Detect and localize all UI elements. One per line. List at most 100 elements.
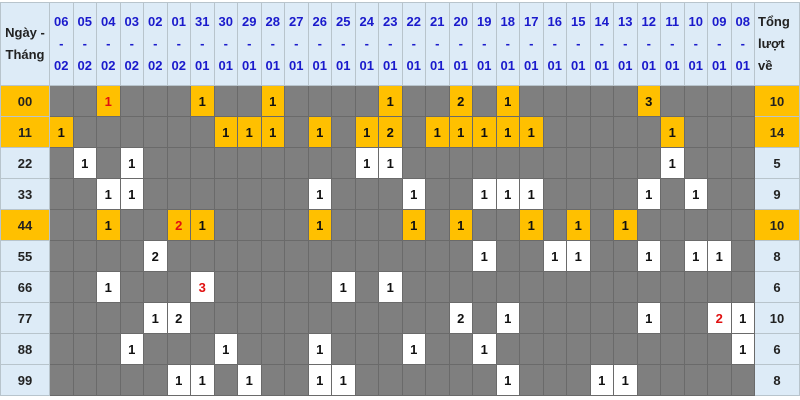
empty-cell xyxy=(707,85,732,117)
empty-cell xyxy=(284,302,309,334)
hit-count-cell: 1 xyxy=(96,85,121,117)
empty-cell xyxy=(143,116,168,148)
empty-cell xyxy=(683,364,708,396)
date-column-header: 24 - 01 xyxy=(354,2,379,86)
date-day: 26 xyxy=(312,14,327,29)
date-separator: - xyxy=(129,36,134,51)
hit-count-cell: 1 xyxy=(401,333,426,365)
empty-cell xyxy=(707,209,732,241)
empty-cell xyxy=(166,271,191,303)
row-total: 8 xyxy=(754,240,800,272)
empty-cell xyxy=(589,178,614,210)
date-separator: - xyxy=(341,36,346,51)
empty-cell xyxy=(213,209,238,241)
empty-cell xyxy=(472,209,497,241)
date-day: 30 xyxy=(218,14,233,29)
empty-cell xyxy=(237,333,262,365)
empty-cell xyxy=(495,333,520,365)
table-row: 00 1 1 1 1 2 1 3 10 xyxy=(0,85,800,117)
empty-cell xyxy=(143,364,168,396)
date-separator: - xyxy=(223,36,228,51)
empty-cell xyxy=(519,333,544,365)
date-column-header: 29 - 01 xyxy=(237,2,262,86)
date-month: 02 xyxy=(101,58,116,73)
empty-cell xyxy=(260,209,285,241)
empty-cell xyxy=(730,364,755,396)
hit-count-cell: 1 xyxy=(307,364,332,396)
empty-cell xyxy=(425,240,450,272)
date-month: 01 xyxy=(594,58,609,73)
empty-cell xyxy=(730,178,755,210)
empty-cell xyxy=(730,209,755,241)
hit-count-cell: 1 xyxy=(472,178,497,210)
date-separator: - xyxy=(435,36,440,51)
empty-cell xyxy=(519,271,544,303)
empty-cell xyxy=(378,302,403,334)
empty-cell xyxy=(472,364,497,396)
empty-cell xyxy=(331,209,356,241)
empty-cell xyxy=(519,85,544,117)
empty-cell xyxy=(448,364,473,396)
empty-cell xyxy=(660,364,685,396)
hit-count-cell: 1 xyxy=(307,333,332,365)
hit-count-cell: 1 xyxy=(237,364,262,396)
empty-cell xyxy=(683,271,708,303)
table-row: 66 1 3 1 1 6 xyxy=(0,271,800,303)
date-column-header: 31 - 01 xyxy=(190,2,215,86)
date-month: 01 xyxy=(265,58,280,73)
row-label: 22 xyxy=(0,147,50,179)
empty-cell xyxy=(307,240,332,272)
hit-count-cell: 1 xyxy=(519,116,544,148)
header-total-line: về xyxy=(758,58,773,73)
date-separator: - xyxy=(153,36,158,51)
hit-count-cell: 1 xyxy=(49,116,74,148)
empty-cell xyxy=(566,178,591,210)
empty-cell xyxy=(213,147,238,179)
empty-cell xyxy=(119,116,144,148)
date-month: 01 xyxy=(735,58,750,73)
empty-cell xyxy=(237,271,262,303)
empty-cell xyxy=(331,147,356,179)
empty-cell xyxy=(542,178,567,210)
hit-count-cell: 1 xyxy=(472,333,497,365)
hit-count-cell: 1 xyxy=(378,147,403,179)
empty-cell xyxy=(495,240,520,272)
empty-cell xyxy=(589,302,614,334)
empty-cell xyxy=(284,333,309,365)
row-total: 9 xyxy=(754,178,800,210)
date-month: 01 xyxy=(500,58,515,73)
hit-count-cell: 1 xyxy=(613,364,638,396)
empty-cell xyxy=(284,240,309,272)
empty-cell xyxy=(589,85,614,117)
empty-cell xyxy=(378,240,403,272)
date-day: 18 xyxy=(500,14,515,29)
hit-count-cell: 1 xyxy=(378,85,403,117)
date-column-header: 20 - 01 xyxy=(448,2,473,86)
date-day: 02 xyxy=(148,14,163,29)
date-month: 01 xyxy=(195,58,210,73)
table-row: 77 1 2 2 1 1 2 1 10 xyxy=(0,302,800,334)
empty-cell xyxy=(683,85,708,117)
hit-count-cell: 1 xyxy=(566,209,591,241)
empty-cell xyxy=(354,209,379,241)
date-separator: - xyxy=(482,36,487,51)
empty-cell xyxy=(49,333,74,365)
empty-cell xyxy=(166,240,191,272)
date-month: 01 xyxy=(242,58,257,73)
date-separator: - xyxy=(388,36,393,51)
empty-cell xyxy=(448,147,473,179)
date-day: 12 xyxy=(641,14,656,29)
empty-cell xyxy=(354,302,379,334)
empty-cell xyxy=(425,209,450,241)
empty-cell xyxy=(213,178,238,210)
empty-cell xyxy=(49,302,74,334)
empty-cell xyxy=(589,271,614,303)
empty-cell xyxy=(331,333,356,365)
date-column-header: 03 - 02 xyxy=(119,2,144,86)
empty-cell xyxy=(213,240,238,272)
empty-cell xyxy=(660,85,685,117)
empty-cell xyxy=(683,302,708,334)
empty-cell xyxy=(96,116,121,148)
date-day: 08 xyxy=(735,14,750,29)
date-separator: - xyxy=(670,36,675,51)
